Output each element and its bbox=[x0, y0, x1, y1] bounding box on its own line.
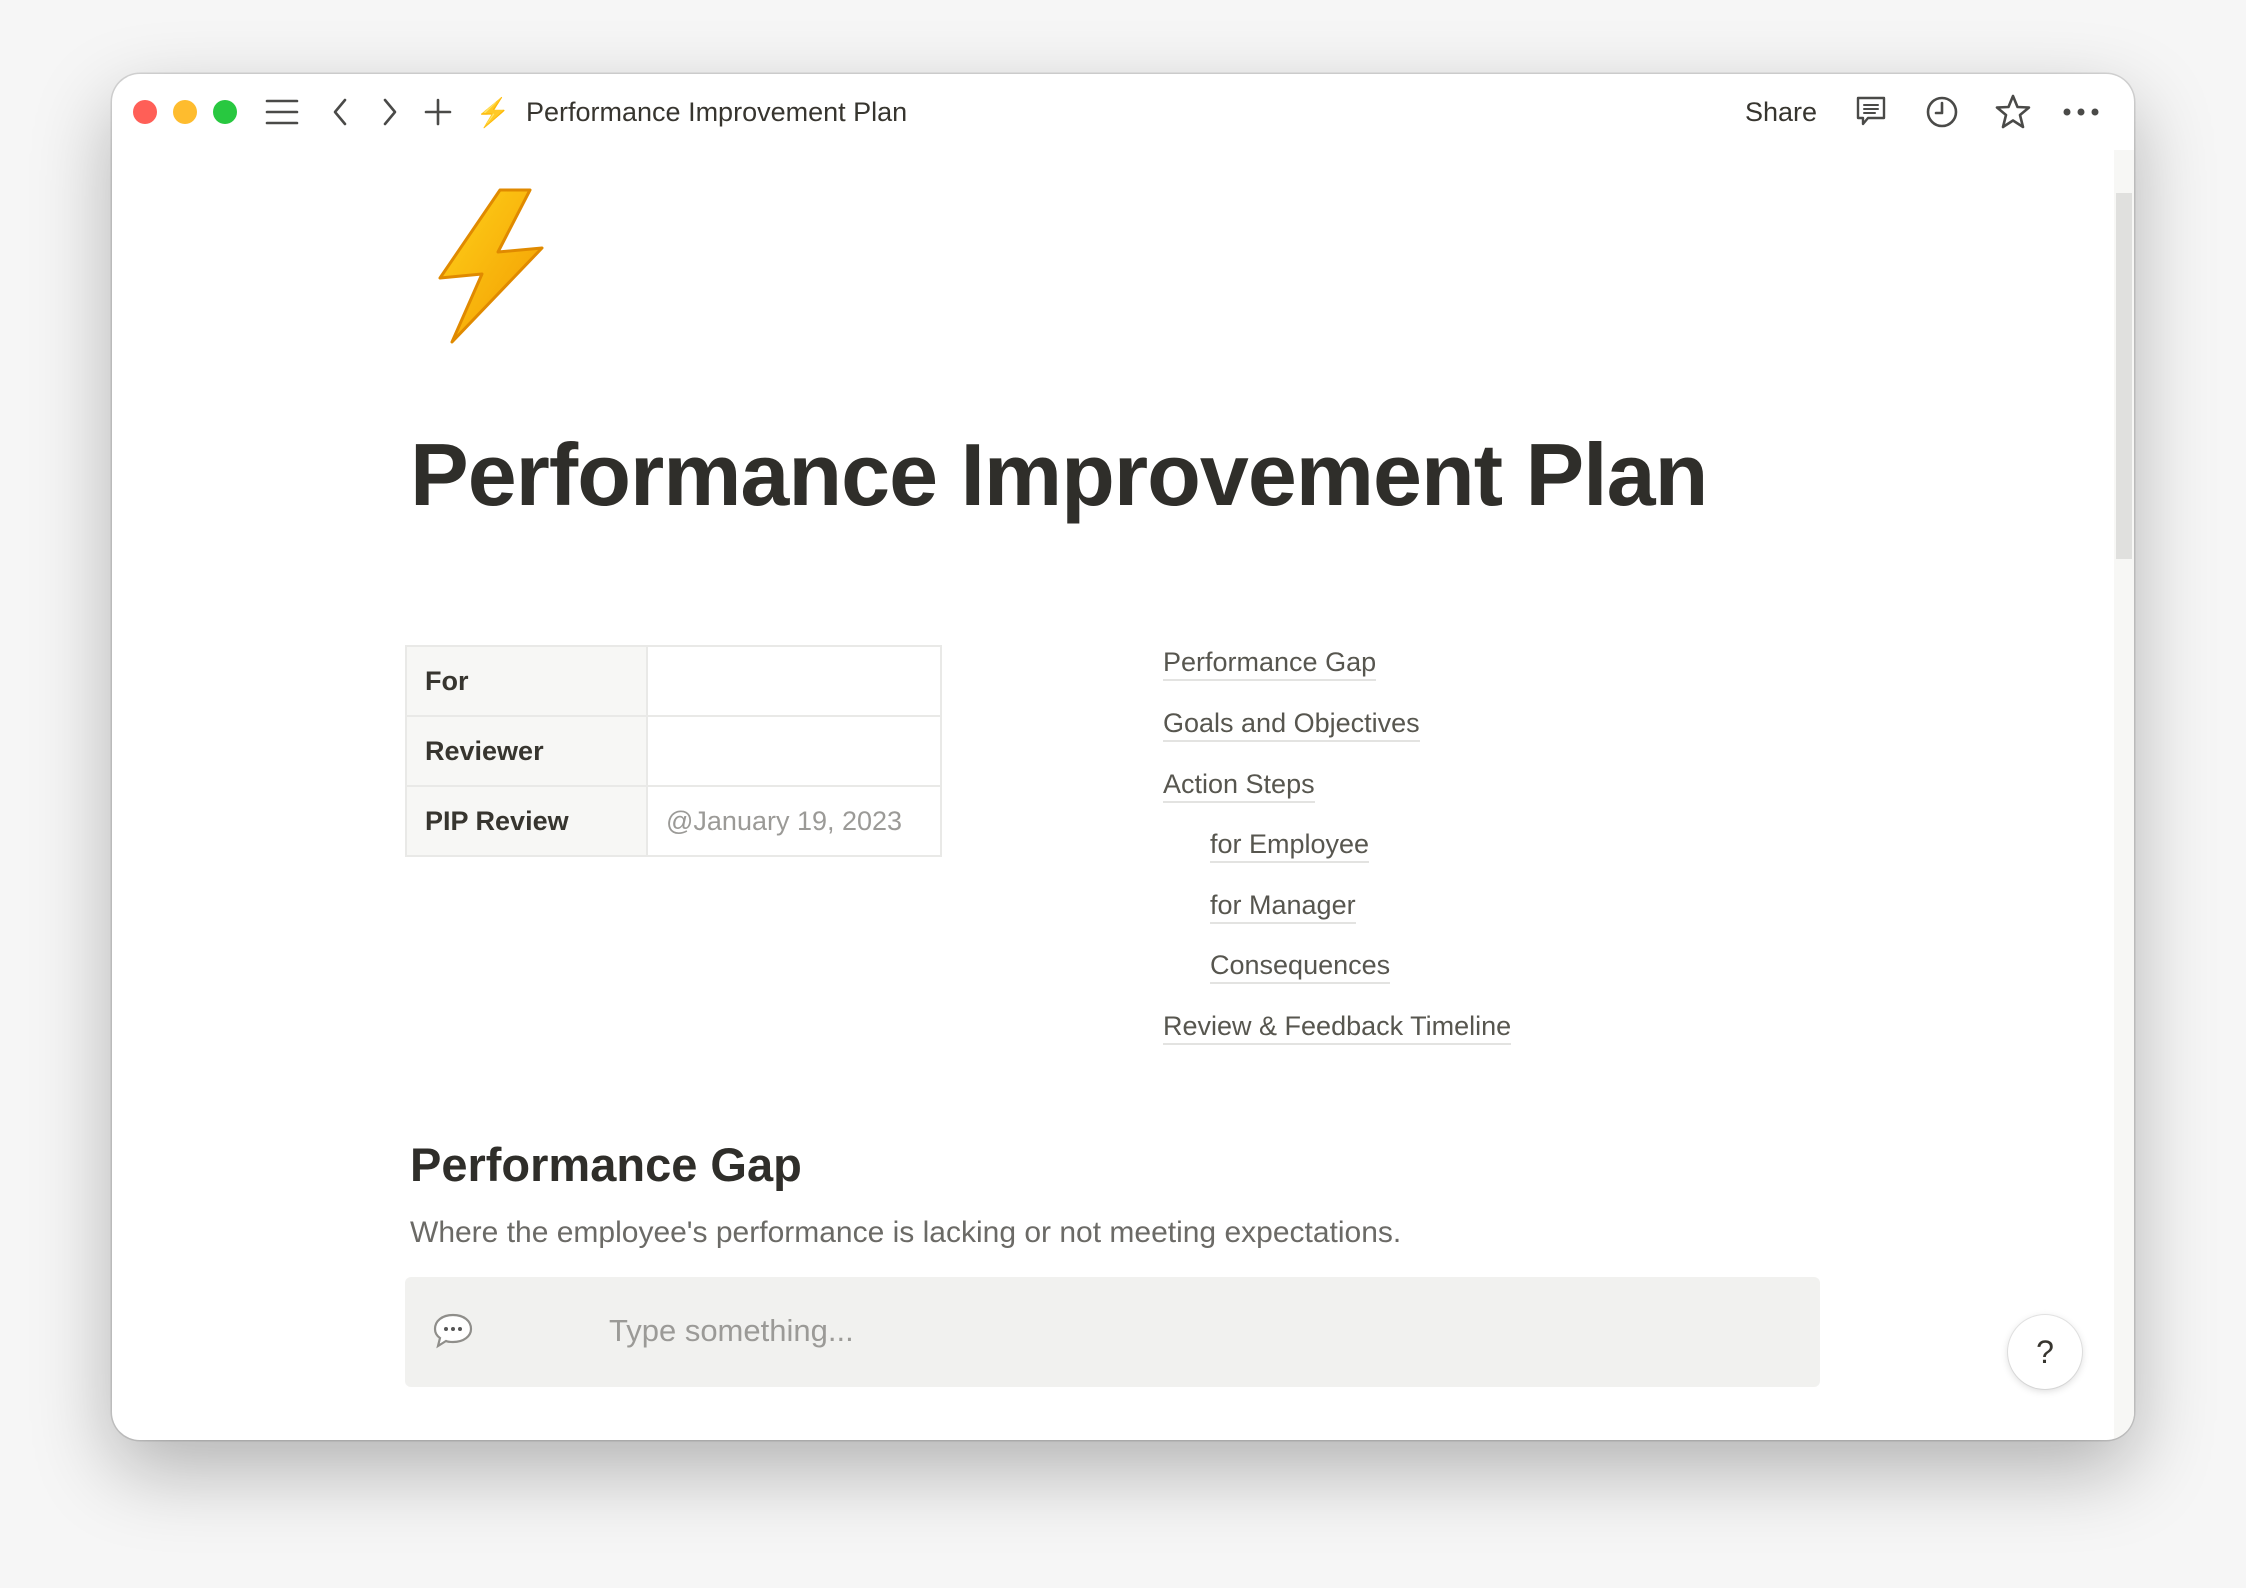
share-button[interactable]: Share bbox=[1745, 97, 1818, 127]
property-row: PIP Review @January 19, 2023 bbox=[405, 785, 942, 857]
zoom-window-button[interactable] bbox=[213, 100, 237, 124]
callout-placeholder[interactable]: Type something... bbox=[609, 1313, 854, 1348]
app-window: ⚡ Performance Improvement Plan Share Per… bbox=[112, 74, 2134, 1440]
page-title[interactable]: Performance Improvement Plan bbox=[410, 425, 1708, 524]
star-icon[interactable] bbox=[1993, 92, 2033, 132]
lightning-bolt-icon: ⚡ bbox=[475, 96, 511, 128]
minimize-window-button[interactable] bbox=[173, 100, 197, 124]
comment-icon[interactable] bbox=[1851, 92, 1891, 132]
new-page-icon[interactable] bbox=[418, 92, 458, 132]
close-window-button[interactable] bbox=[133, 100, 157, 124]
property-label: Reviewer bbox=[405, 715, 648, 787]
toc-link[interactable]: for Manager bbox=[1210, 888, 1356, 924]
history-clock-icon[interactable] bbox=[1922, 92, 1962, 132]
property-value[interactable] bbox=[646, 645, 942, 717]
window-title: Performance Improvement Plan bbox=[526, 97, 908, 127]
help-button[interactable]: ? bbox=[2008, 1315, 2082, 1389]
toc-link[interactable]: Performance Gap bbox=[1163, 645, 1377, 681]
toc-link[interactable]: Goals and Objectives bbox=[1163, 706, 1420, 742]
menu-icon[interactable] bbox=[262, 92, 302, 132]
property-label: For bbox=[405, 645, 648, 717]
property-row: For bbox=[405, 645, 942, 717]
speech-bubble-icon[interactable] bbox=[431, 1311, 475, 1356]
scrollbar-thumb[interactable] bbox=[2116, 193, 2132, 559]
property-label: PIP Review bbox=[405, 785, 648, 857]
section-description[interactable]: Where the employee's performance is lack… bbox=[410, 1216, 1402, 1249]
toc-link[interactable]: Review & Feedback Timeline bbox=[1163, 1009, 1512, 1045]
toc-link[interactable]: Action Steps bbox=[1163, 767, 1315, 803]
property-row: Reviewer bbox=[405, 715, 942, 787]
property-value[interactable] bbox=[646, 715, 942, 787]
property-value[interactable]: @January 19, 2023 bbox=[646, 785, 942, 857]
callout-block[interactable]: Type something... bbox=[405, 1277, 1820, 1387]
properties-table: For Reviewer PIP Review @January 19, 2023 bbox=[405, 645, 942, 857]
toc-link[interactable]: Consequences bbox=[1210, 948, 1391, 984]
page-icon-lightning[interactable] bbox=[430, 186, 550, 351]
back-icon[interactable] bbox=[320, 92, 360, 132]
more-options-icon[interactable] bbox=[2061, 92, 2101, 132]
section-heading[interactable]: Performance Gap bbox=[410, 1138, 802, 1191]
toc-link[interactable]: for Employee bbox=[1210, 827, 1370, 863]
forward-icon[interactable] bbox=[370, 92, 410, 132]
